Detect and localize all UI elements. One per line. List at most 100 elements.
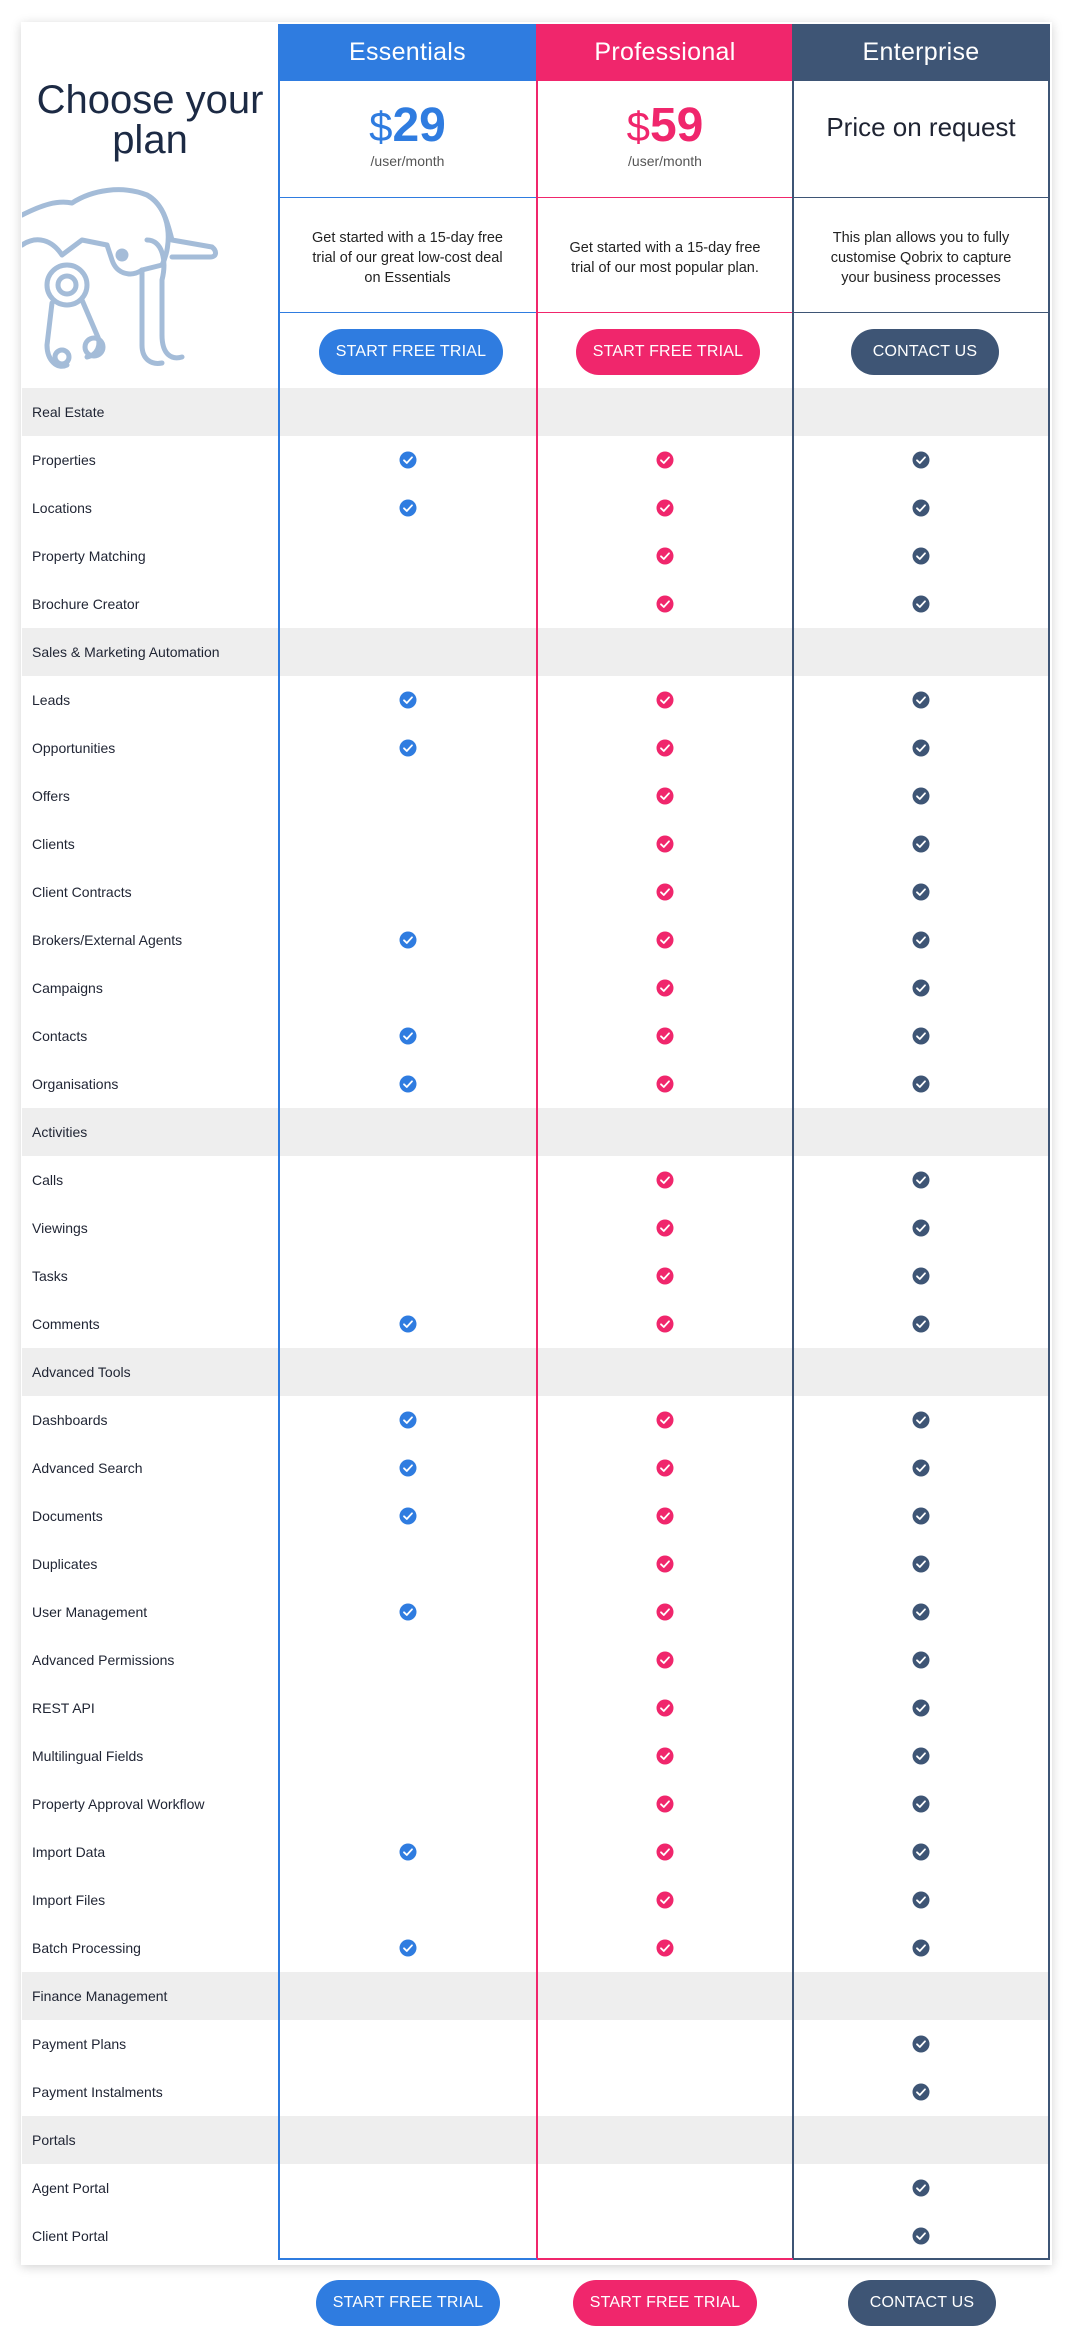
checkmark-icon: [656, 1843, 674, 1861]
feature-label: REST API: [32, 1700, 95, 1716]
category-label: Finance Management: [32, 1988, 168, 2004]
feature-row: Multilingual Fields: [22, 1732, 1049, 1780]
feature-label: Viewings: [32, 1220, 88, 1236]
feature-row: Agent Portal: [22, 2164, 1049, 2212]
feature-label: Client Contracts: [32, 884, 132, 900]
checkmark-icon: [912, 451, 930, 469]
feature-label: Multilingual Fields: [32, 1748, 144, 1764]
checkmark-icon: [912, 1267, 930, 1285]
feature-row: Duplicates: [22, 1540, 1049, 1588]
footer-enterprise-contact-button[interactable]: CONTACT US: [848, 2280, 996, 2326]
checkmark-icon: [656, 739, 674, 757]
feature-row: Dashboards: [22, 1396, 1049, 1444]
feature-label: Batch Processing: [32, 1940, 141, 1956]
divider: [278, 312, 537, 313]
feature-row: Viewings: [22, 1204, 1049, 1252]
feature-label: Campaigns: [32, 980, 103, 996]
checkmark-icon: [912, 1075, 930, 1093]
feature-row: Organisations: [22, 1060, 1049, 1108]
column-border: [1048, 24, 1050, 2260]
feature-label: Payment Instalments: [32, 2084, 163, 2100]
checkmark-icon: [399, 691, 417, 709]
feature-label: Property Approval Workflow: [32, 1796, 205, 1812]
price-period: /user/month: [628, 153, 702, 169]
checkmark-icon: [399, 1939, 417, 1957]
checkmark-icon: [656, 1699, 674, 1717]
feature-label: Comments: [32, 1316, 100, 1332]
category-label: Real Estate: [32, 404, 105, 420]
checkmark-icon: [912, 1411, 930, 1429]
feature-label: Brochure Creator: [32, 596, 140, 612]
feature-category-row: Real Estate: [22, 388, 1049, 436]
checkmark-icon: [656, 979, 674, 997]
checkmark-icon: [656, 595, 674, 613]
checkmark-icon: [656, 1795, 674, 1813]
feature-row: User Management: [22, 1588, 1049, 1636]
professional-start-trial-button[interactable]: START FREE TRIAL: [576, 329, 760, 375]
column-border: [278, 24, 280, 2260]
checkmark-icon: [912, 691, 930, 709]
checkmark-icon: [656, 931, 674, 949]
checkmark-icon: [656, 1219, 674, 1237]
checkmark-icon: [656, 835, 674, 853]
feature-label: Payment Plans: [32, 2036, 127, 2052]
checkmark-icon: [399, 1507, 417, 1525]
checkmark-icon: [912, 595, 930, 613]
checkmark-icon: [399, 739, 417, 757]
footer-professional-start-trial-button[interactable]: START FREE TRIAL: [573, 2280, 757, 2326]
checkmark-icon: [912, 1795, 930, 1813]
enterprise-contact-button[interactable]: CONTACT US: [851, 329, 999, 375]
column-bottom-border: [537, 2258, 793, 2260]
feature-row: Clients: [22, 820, 1049, 868]
category-label: Advanced Tools: [32, 1364, 131, 1380]
checkmark-icon: [399, 1411, 417, 1429]
checkmark-icon: [656, 1939, 674, 1957]
checkmark-icon: [656, 1267, 674, 1285]
feature-label: Import Data: [32, 1844, 106, 1860]
checkmark-icon: [912, 931, 930, 949]
feature-category-row: Portals: [22, 2116, 1049, 2164]
checkmark-icon: [656, 691, 674, 709]
feature-table: Real Estate Properties Locations Property M…: [22, 388, 1049, 2260]
enterprise-price: Price on request: [826, 112, 1016, 142]
page-title: Choose your plan: [36, 78, 264, 162]
checkmark-icon: [399, 1027, 417, 1045]
checkmark-icon: [656, 1603, 674, 1621]
checkmark-icon: [656, 1171, 674, 1189]
column-border: [792, 24, 794, 2260]
feature-label: Duplicates: [32, 1556, 98, 1572]
checkmark-icon: [912, 1603, 930, 1621]
feature-category-row: Advanced Tools: [22, 1348, 1049, 1396]
feature-label: User Management: [32, 1604, 148, 1620]
checkmark-icon: [656, 1891, 674, 1909]
feature-label: Client Portal: [32, 2228, 109, 2244]
feature-label: Brokers/External Agents: [32, 932, 183, 948]
checkmark-icon: [399, 931, 417, 949]
essentials-start-trial-button[interactable]: START FREE TRIAL: [319, 329, 503, 375]
essentials-price: $29 /user/month: [278, 100, 537, 170]
footer-essentials-start-trial-button[interactable]: START FREE TRIAL: [316, 2280, 500, 2326]
professional-plan-header: Professional: [537, 24, 793, 81]
feature-label: Clients: [32, 836, 75, 852]
checkmark-icon: [912, 787, 930, 805]
checkmark-icon: [912, 1315, 930, 1333]
feature-label: Import Files: [32, 1892, 106, 1908]
professional-description: Get started with a 15-day free trial of …: [537, 228, 793, 288]
feature-row: Payment Plans: [22, 2020, 1049, 2068]
checkmark-icon: [912, 2035, 930, 2053]
column-bottom-border: [793, 2258, 1050, 2260]
column-border: [536, 24, 538, 2260]
feature-category-row: Activities: [22, 1108, 1049, 1156]
checkmark-icon: [656, 1747, 674, 1765]
description-text: Get started with a 15-day free trial of …: [311, 230, 503, 286]
checkmark-icon: [912, 2179, 930, 2197]
essentials-description: Get started with a 15-day free trial of …: [278, 228, 537, 288]
checkmark-icon: [912, 1843, 930, 1861]
feature-label: Advanced Permissions: [32, 1652, 175, 1668]
enterprise-plan-header: Enterprise: [793, 24, 1049, 81]
checkmark-icon: [912, 1171, 930, 1189]
feature-row: Import Files: [22, 1876, 1049, 1924]
feature-row: Opportunities: [22, 724, 1049, 772]
feature-label: Documents: [32, 1508, 103, 1524]
checkmark-icon: [399, 451, 417, 469]
